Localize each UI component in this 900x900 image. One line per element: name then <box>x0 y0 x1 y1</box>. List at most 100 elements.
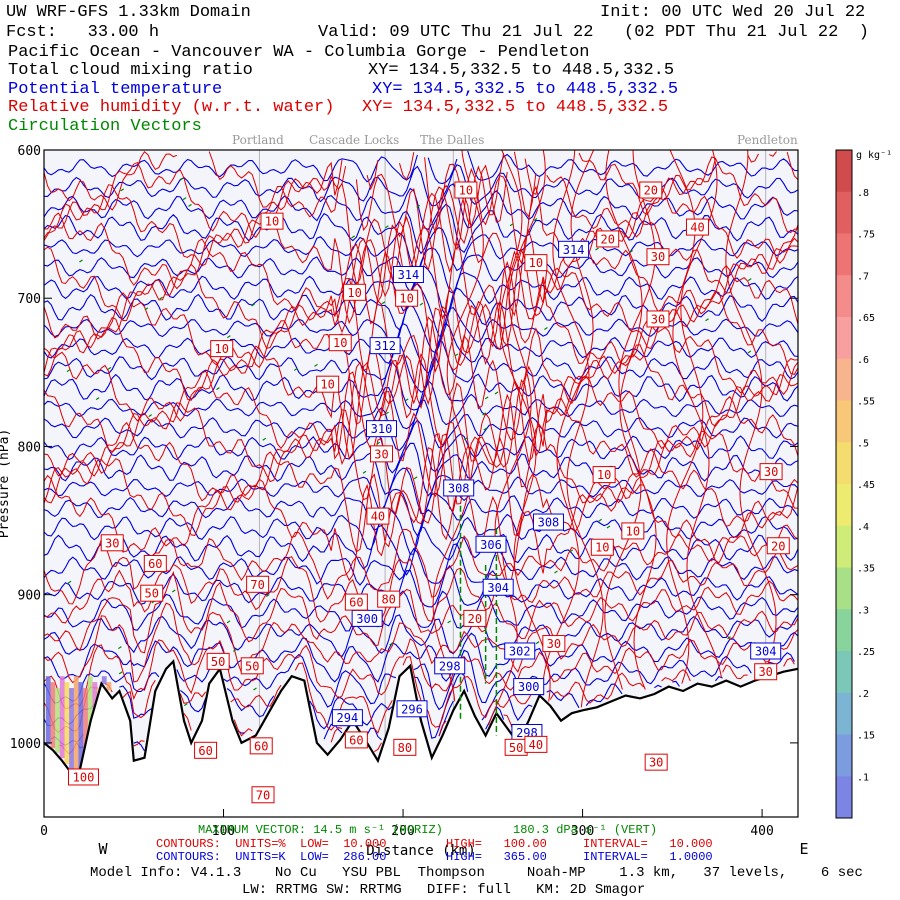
vector-arrow <box>705 318 709 322</box>
cloud-cell <box>45 676 51 745</box>
rh-label-text: 60 <box>349 596 363 610</box>
rh-contour-line <box>666 149 718 684</box>
rh-label-box <box>251 786 275 804</box>
colorbar-level: .6 <box>857 355 869 366</box>
rh-label-box <box>100 534 124 552</box>
theta-label-text: 304 <box>487 581 509 595</box>
rh-label-text: 80 <box>381 593 395 607</box>
rh-label-box <box>590 538 614 556</box>
theta-label-text: 312 <box>374 339 396 353</box>
rh-label-box <box>260 212 284 230</box>
theta-label-text: 314 <box>563 243 585 257</box>
location-pendleton: Pendleton <box>737 133 798 147</box>
theta-label: 300 <box>513 678 545 696</box>
rh-contour-info: CONTOURS: UNITS=% LOW= 10.000 <box>156 837 387 851</box>
rh-contour-line <box>43 629 799 710</box>
rh-label-text: 40 <box>371 510 385 524</box>
rh-label: 30 <box>542 635 566 653</box>
colorbar-level: .55 <box>857 397 875 408</box>
rh-label: 100 <box>67 768 99 786</box>
rh-label-box <box>249 737 273 755</box>
vector-arrow <box>376 441 380 445</box>
rh-label: 50 <box>206 652 230 670</box>
rh-contour-high: HIGH= 100.00 <box>446 837 547 851</box>
rh-label-box <box>454 181 478 199</box>
rh-label: 30 <box>754 663 778 681</box>
rh-label-text: 20 <box>644 184 658 198</box>
rh-contour-line <box>43 316 799 460</box>
rh-label-box <box>377 590 401 608</box>
theta-label: 304 <box>482 578 514 596</box>
xy-theta: XY= 134.5,332.5 to 448.5,332.5 <box>372 80 679 99</box>
cloud-patch <box>45 676 112 772</box>
vector-arrow <box>389 642 393 646</box>
theta-label: 300 <box>351 609 383 627</box>
vector-arrow <box>413 476 418 480</box>
rh-label: 60 <box>143 555 167 573</box>
theta-label-box <box>366 420 398 438</box>
vector-arrow <box>533 218 538 222</box>
theta-contour-line <box>43 340 799 393</box>
vector-arrow <box>464 437 468 441</box>
vector-arrow <box>362 470 367 474</box>
model-info-physics: LW: RRTMG SW: RRTMG DIFF: full KM: 2D Sm… <box>242 882 646 898</box>
rh-label-box <box>143 555 167 573</box>
theta-label-text: 314 <box>398 268 420 282</box>
theta-label-box <box>396 700 428 718</box>
theta-contour-line <box>43 399 799 451</box>
var-cloud-label: Total cloud mixing ratio <box>8 61 253 80</box>
theta-contour-interval: INTERVAL= 1.0000 <box>583 850 713 864</box>
colorbar-swatch <box>836 609 852 652</box>
theta-contour-line <box>43 247 799 294</box>
rh-label-text: 30 <box>374 447 388 461</box>
vector-arrow <box>385 411 389 415</box>
theta-contour-line <box>43 467 799 514</box>
rh-label: 40 <box>524 735 548 753</box>
terrain-line <box>43 659 799 774</box>
vector-arrow <box>385 225 389 229</box>
rh-contour-line <box>488 149 546 726</box>
vector-arrow <box>447 620 451 624</box>
rh-label: 30 <box>644 753 668 771</box>
region-label: Pacific Ocean - Vancouver WA - Columbia … <box>8 43 590 62</box>
colorbar-units: g kg⁻¹ <box>856 150 892 161</box>
vector-arrow <box>483 427 488 431</box>
west-label: W <box>98 840 108 858</box>
rh-contour-line <box>725 149 777 672</box>
vector-arrow <box>727 636 731 640</box>
rh-contour-line <box>605 149 657 690</box>
rh-label-text: 60 <box>198 744 212 758</box>
colorbar-swatch <box>836 692 852 735</box>
rh-label-box <box>639 181 663 199</box>
vector-arrow <box>314 363 318 367</box>
rh-label-box <box>67 768 99 786</box>
y-tick-label: 800 <box>18 440 41 455</box>
rh-contour-line <box>669 149 722 678</box>
colorbar-level: .75 <box>857 230 875 241</box>
colorbar-swatch <box>836 734 852 777</box>
colorbar-level: .65 <box>857 313 875 324</box>
rh-label-text: 30 <box>651 312 665 326</box>
rh-label-text: 10 <box>595 541 609 555</box>
x-axis-label: Distance (km) <box>366 843 476 859</box>
x-tick-label: 100 <box>212 824 235 839</box>
y-axis-label: Pressure (hPa) <box>0 429 12 539</box>
rh-contour-line <box>43 260 799 406</box>
vector-arrow <box>494 391 499 395</box>
rh-label-box <box>685 218 709 236</box>
theta-contour-line <box>43 356 799 411</box>
theta-label-text: 306 <box>480 538 502 552</box>
vector-arrow <box>416 204 421 208</box>
colorbar-swatch <box>836 191 852 234</box>
rh-label-text: 10 <box>459 184 473 198</box>
vector-arrow <box>606 525 611 529</box>
rh-label-box <box>246 575 270 593</box>
rh-contour-line <box>43 446 799 584</box>
valid-time: Valid: 09 UTC Thu 21 Jul 22 (02 PDT Thu … <box>318 23 869 42</box>
cloud-cell <box>87 676 93 734</box>
theta-label: 314 <box>558 240 590 258</box>
y-tick-label: 1000 <box>10 737 41 752</box>
rh-label: 80 <box>393 738 417 756</box>
var-theta-label: Potential temperature <box>8 80 223 99</box>
rh-label-box <box>759 463 783 481</box>
